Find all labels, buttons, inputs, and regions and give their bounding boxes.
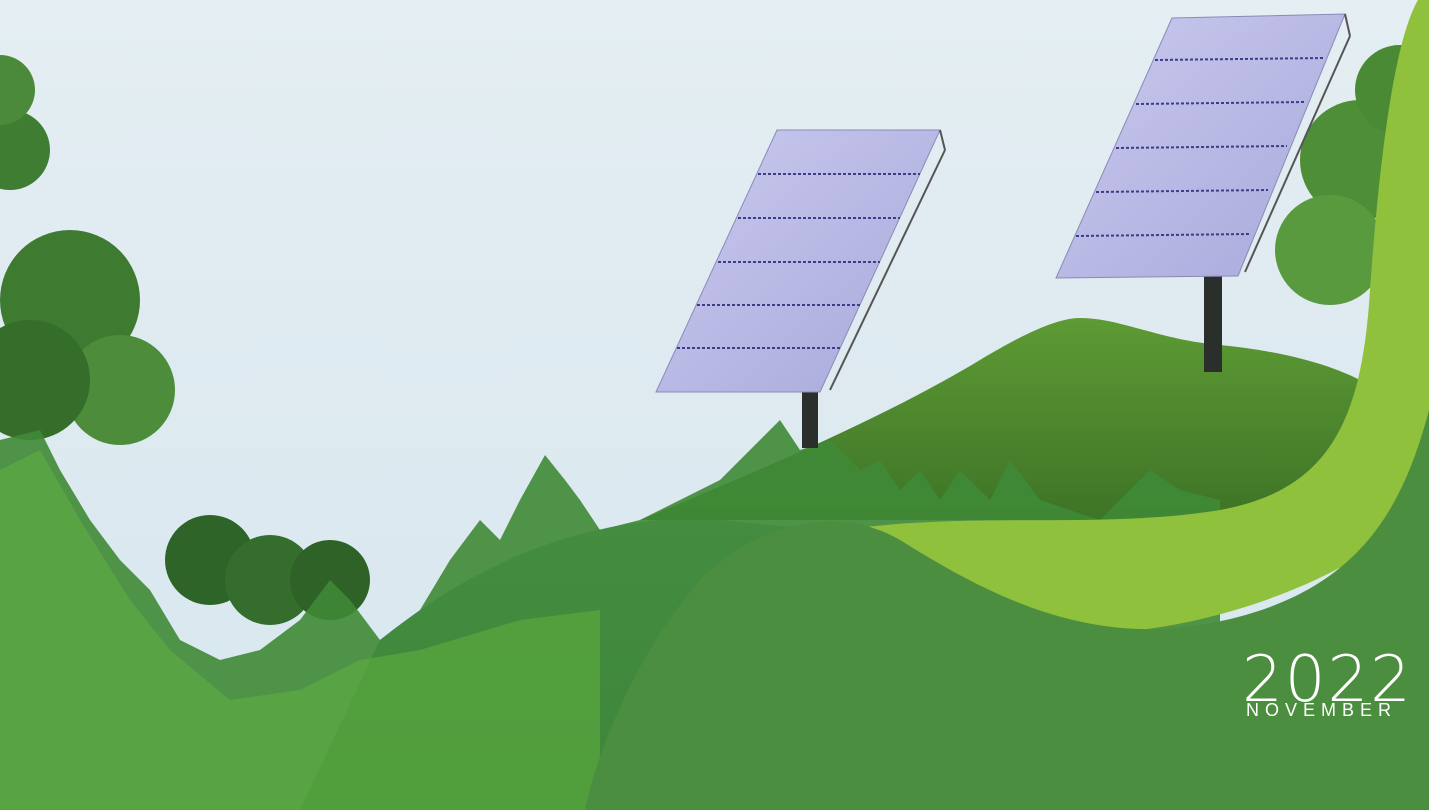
dark-green-wave-band [585,410,1429,810]
solar-panel-right [1055,13,1351,372]
cover-month: NOVEMBER [1246,700,1398,720]
tree-icon [0,55,370,625]
solar-panel-left [655,129,946,448]
grass-highlight [0,450,600,810]
cover-year: 2022 [1242,643,1413,717]
